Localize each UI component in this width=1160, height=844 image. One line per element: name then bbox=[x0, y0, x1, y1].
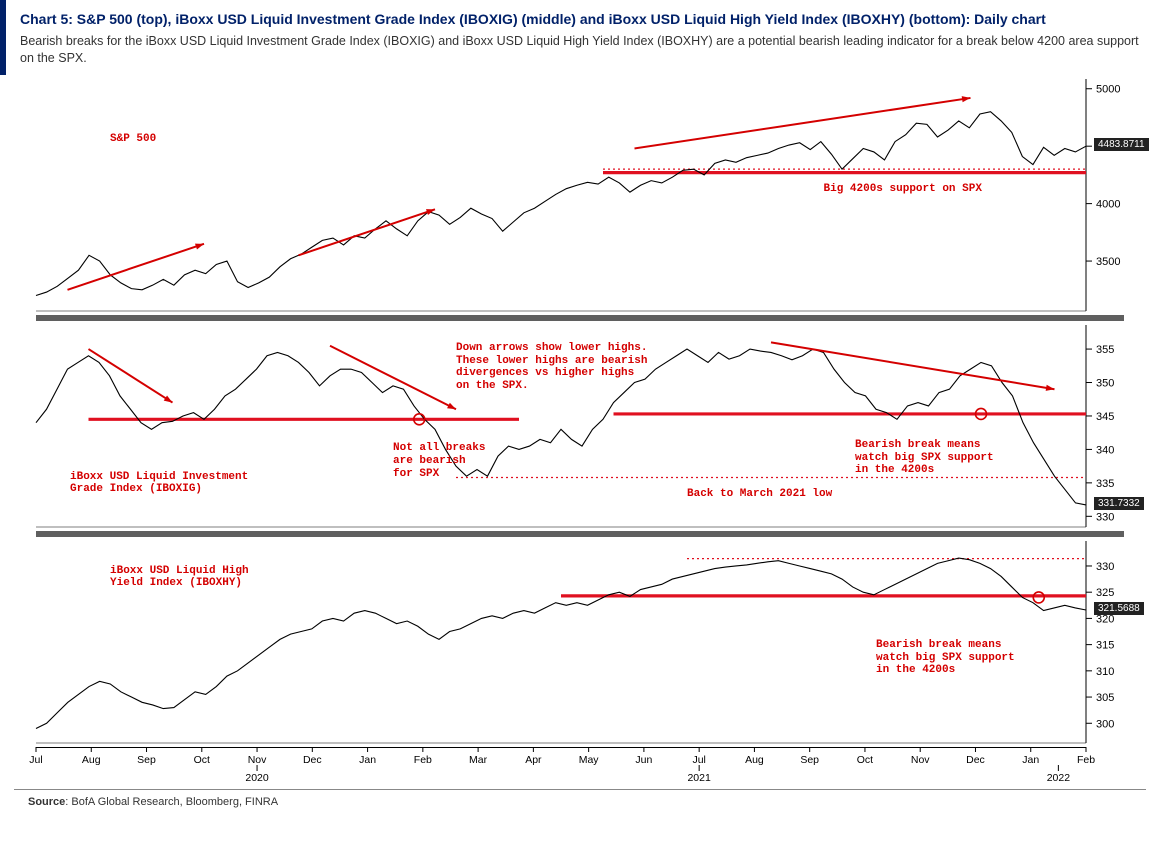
svg-text:May: May bbox=[579, 754, 600, 766]
panel-iboxig: 330 335 340 345 350 355 iBoxx USD Liquid Inves… bbox=[0, 321, 1160, 531]
svg-text:4000: 4000 bbox=[1096, 198, 1120, 210]
chart-panels: 3500400045005000S&P 500Big 4200s support… bbox=[0, 75, 1160, 785]
svg-text:Aug: Aug bbox=[82, 754, 101, 766]
svg-text:350: 350 bbox=[1096, 377, 1114, 389]
svg-text:Oct: Oct bbox=[194, 754, 210, 766]
footer-text: : BofA Global Research, Bloomberg, FINRA bbox=[65, 796, 278, 808]
svg-text:330: 330 bbox=[1096, 561, 1114, 573]
annotation-iboxig-1: Not all breaks are bearish for SPX bbox=[393, 442, 485, 480]
svg-text:305: 305 bbox=[1096, 692, 1114, 704]
chart-title: Chart 5: S&P 500 (top), iBoxx USD Liquid… bbox=[20, 10, 1146, 29]
annotation-iboxig-3: Back to March 2021 low bbox=[687, 488, 832, 501]
svg-text:Nov: Nov bbox=[248, 754, 267, 766]
panel-label-iboxig: iBoxx USD Liquid Investment Grade Index … bbox=[70, 471, 248, 496]
svg-text:Sep: Sep bbox=[800, 754, 819, 766]
value-flag-iboxhy: 321.5688 bbox=[1094, 602, 1144, 615]
svg-text:330: 330 bbox=[1096, 511, 1114, 523]
svg-text:Dec: Dec bbox=[966, 754, 985, 766]
svg-text:Jan: Jan bbox=[1022, 754, 1039, 766]
annotation-iboxig-0: Down arrows show lower highs. These lowe… bbox=[456, 342, 647, 393]
panel-label-iboxhy: iBoxx USD Liquid High Yield Index (IBOXH… bbox=[110, 565, 249, 590]
svg-text:355: 355 bbox=[1096, 344, 1114, 356]
svg-text:Jan: Jan bbox=[359, 754, 376, 766]
svg-text:310: 310 bbox=[1096, 665, 1114, 677]
annotation-iboxhy-0: Bearish break means watch big SPX suppor… bbox=[876, 639, 1015, 677]
annotation-spx-0: Big 4200s support on SPX bbox=[824, 183, 982, 196]
svg-text:Feb: Feb bbox=[1077, 754, 1095, 766]
svg-text:2021: 2021 bbox=[687, 772, 711, 784]
svg-text:345: 345 bbox=[1096, 411, 1114, 423]
footer-label: Source bbox=[28, 796, 65, 808]
svg-text:320: 320 bbox=[1096, 613, 1114, 625]
value-flag-spx: 4483.8711 bbox=[1094, 138, 1149, 151]
annotation-iboxig-2: Bearish break means watch big SPX suppor… bbox=[855, 439, 994, 477]
svg-text:Mar: Mar bbox=[469, 754, 488, 766]
value-flag-iboxig: 331.7332 bbox=[1094, 497, 1144, 510]
svg-text:340: 340 bbox=[1096, 444, 1114, 456]
svg-text:3500: 3500 bbox=[1096, 256, 1120, 268]
panel-spx: 3500400045005000S&P 500Big 4200s support… bbox=[0, 75, 1160, 315]
svg-text:Nov: Nov bbox=[911, 754, 930, 766]
svg-text:Dec: Dec bbox=[303, 754, 322, 766]
svg-text:Oct: Oct bbox=[857, 754, 873, 766]
svg-text:Jul: Jul bbox=[692, 754, 705, 766]
svg-text:315: 315 bbox=[1096, 639, 1114, 651]
panel-iboxhy: 300 305 310 315 320 325 330 iBoxx USD Liquid Hi… bbox=[0, 537, 1160, 747]
svg-text:Sep: Sep bbox=[137, 754, 156, 766]
svg-text:Jun: Jun bbox=[635, 754, 652, 766]
x-axis: Jul Aug Sep Oct Nov Dec Jan Feb Mar Apr May Jun Jul A… bbox=[0, 747, 1160, 785]
svg-text:5000: 5000 bbox=[1096, 83, 1120, 95]
svg-text:Apr: Apr bbox=[525, 754, 542, 766]
svg-text:Jul: Jul bbox=[29, 754, 42, 766]
chart-header: Chart 5: S&P 500 (top), iBoxx USD Liquid… bbox=[0, 0, 1160, 75]
svg-text:Feb: Feb bbox=[414, 754, 432, 766]
panel-label-spx: S&P 500 bbox=[110, 133, 156, 146]
chart-subtitle: Bearish breaks for the iBoxx USD Liquid … bbox=[20, 33, 1146, 67]
svg-text:2022: 2022 bbox=[1047, 772, 1071, 784]
svg-text:Aug: Aug bbox=[745, 754, 764, 766]
svg-text:300: 300 bbox=[1096, 718, 1114, 730]
svg-text:335: 335 bbox=[1096, 478, 1114, 490]
svg-text:2020: 2020 bbox=[245, 772, 269, 784]
svg-text:325: 325 bbox=[1096, 587, 1114, 599]
chart-footer: Source: BofA Global Research, Bloomberg,… bbox=[14, 789, 1146, 808]
